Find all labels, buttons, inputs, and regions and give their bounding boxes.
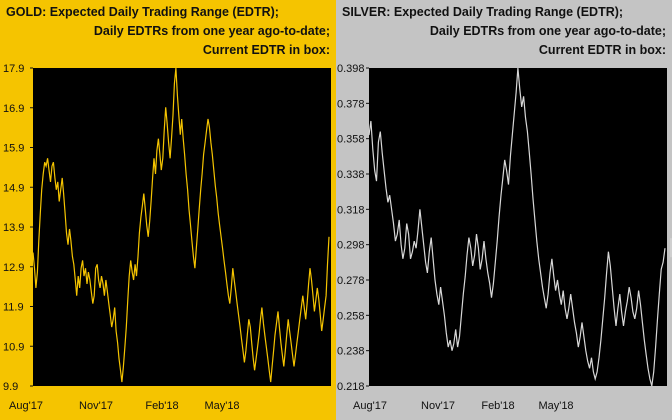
silver-ytick-label: 0.218 bbox=[337, 381, 365, 393]
silver-ytick-label: 0.398 bbox=[337, 63, 365, 75]
silver-edtr-chart: 0.398 0.378 0.358 0.338 0.318 0.298 0.278 0.258… bbox=[337, 63, 672, 412]
silver-ytick-label: 0.298 bbox=[337, 240, 365, 252]
silver-title-line-3: Current EDTR in box: bbox=[538, 43, 666, 57]
gold-ytick-label: 14.9 bbox=[3, 182, 24, 194]
gold-ytick-label: 11.9 bbox=[3, 302, 24, 314]
gold-title-line-3: Current EDTR in box: bbox=[202, 43, 330, 57]
silver-title-line-1: SILVER: Expected Daily Trading Range (ED… bbox=[342, 5, 624, 19]
gold-current-box bbox=[334, 226, 336, 246]
gold-panel: GOLD: Expected Daily Trading Range (EDTR… bbox=[0, 0, 336, 420]
gold-ytick-label: 15.9 bbox=[3, 143, 24, 155]
silver-panel: SILVER: Expected Daily Trading Range (ED… bbox=[336, 0, 672, 420]
gold-ytick-label: 16.9 bbox=[3, 103, 24, 115]
gold-edtr-line bbox=[32, 67, 330, 383]
silver-ytick-label: 0.238 bbox=[337, 346, 365, 358]
silver-ytick-label: 0.358 bbox=[337, 134, 365, 146]
silver-xtick-label: Nov'17 bbox=[421, 400, 455, 412]
gold-ytick-label: 12.9 bbox=[3, 262, 24, 274]
gold-title-line-1: GOLD: Expected Daily Trading Range (EDTR… bbox=[6, 5, 279, 19]
gold-ytick-label: 17.9 bbox=[3, 63, 24, 75]
silver-ytick-label: 0.378 bbox=[337, 98, 365, 110]
silver-xtick-label: Feb'18 bbox=[481, 400, 514, 412]
gold-title-line-2: Daily EDTRs from one year ago-to-date; bbox=[93, 24, 330, 38]
silver-title-line-2: Daily EDTRs from one year ago-to-date; bbox=[429, 24, 666, 38]
gold-xtick-label: May'18 bbox=[204, 400, 239, 412]
silver-current-box bbox=[670, 238, 672, 258]
silver-xtick-label: May'18 bbox=[538, 400, 573, 412]
gold-ytick-label: 9.9 bbox=[3, 381, 18, 393]
silver-ytick-label: 0.278 bbox=[337, 275, 365, 287]
silver-xtick-label: Aug'17 bbox=[353, 400, 387, 412]
silver-ytick-label: 0.258 bbox=[337, 310, 365, 322]
silver-ytick-label: 0.338 bbox=[337, 169, 365, 181]
gold-xtick-label: Nov'17 bbox=[79, 400, 113, 412]
silver-edtr-line bbox=[368, 67, 666, 387]
gold-current-value: 13.7 bbox=[335, 232, 336, 244]
gold-ytick-label: 13.9 bbox=[3, 222, 24, 234]
gold-xtick-label: Aug'17 bbox=[9, 400, 43, 412]
gold-xtick-label: Feb'18 bbox=[145, 400, 178, 412]
gold-edtr-chart: 17.9 16.9 15.9 14.9 13.9 12.9 11.9 10.9 9.9 Aug'1… bbox=[3, 63, 336, 412]
gold-ytick-label: 10.9 bbox=[3, 341, 24, 353]
silver-ytick-label: 0.318 bbox=[337, 204, 365, 216]
silver-plot-area bbox=[369, 68, 667, 386]
